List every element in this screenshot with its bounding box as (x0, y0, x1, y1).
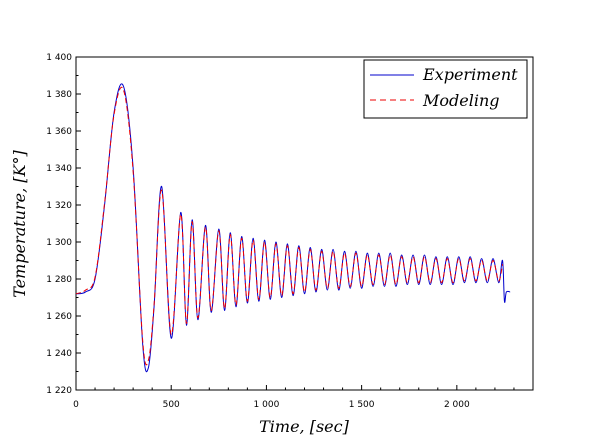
y-tick-label: 1 340 (46, 164, 72, 174)
y-tick-label: 1 300 (46, 238, 72, 248)
y-tick-label: 1 220 (46, 386, 72, 396)
x-tick-label: 2 000 (444, 400, 470, 410)
legend: Experiment Modeling (363, 59, 528, 119)
x-tick-label: 1 000 (254, 400, 280, 410)
legend-label-experiment: Experiment (422, 65, 518, 84)
y-tick-label: 1 260 (46, 312, 72, 322)
y-tick-label: 1 400 (46, 53, 72, 63)
y-tick-label: 1 380 (46, 90, 72, 100)
y-tick-label: 1 240 (46, 349, 72, 359)
x-axis-label: Time, [sec] (259, 417, 349, 436)
x-tick-label: 500 (163, 400, 180, 410)
axis-ticks: 0 500 1 000 1 500 2 000 1 220 1 240 1 260 1 280 1… (46, 53, 534, 410)
y-tick-label: 1 360 (46, 127, 72, 137)
y-tick-label: 1 280 (46, 275, 72, 285)
legend-box (363, 59, 528, 119)
series-line-modeling (75, 86, 504, 366)
legend-label-modeling: Modeling (422, 91, 500, 110)
y-tick-label: 1 320 (46, 201, 72, 211)
x-tick-label: 1 500 (349, 400, 375, 410)
series-layer (75, 83, 511, 373)
series-line-experiment (75, 83, 511, 373)
x-tick-label: 0 (73, 400, 79, 410)
y-axis-label: Temperature, [K°] (10, 150, 29, 298)
